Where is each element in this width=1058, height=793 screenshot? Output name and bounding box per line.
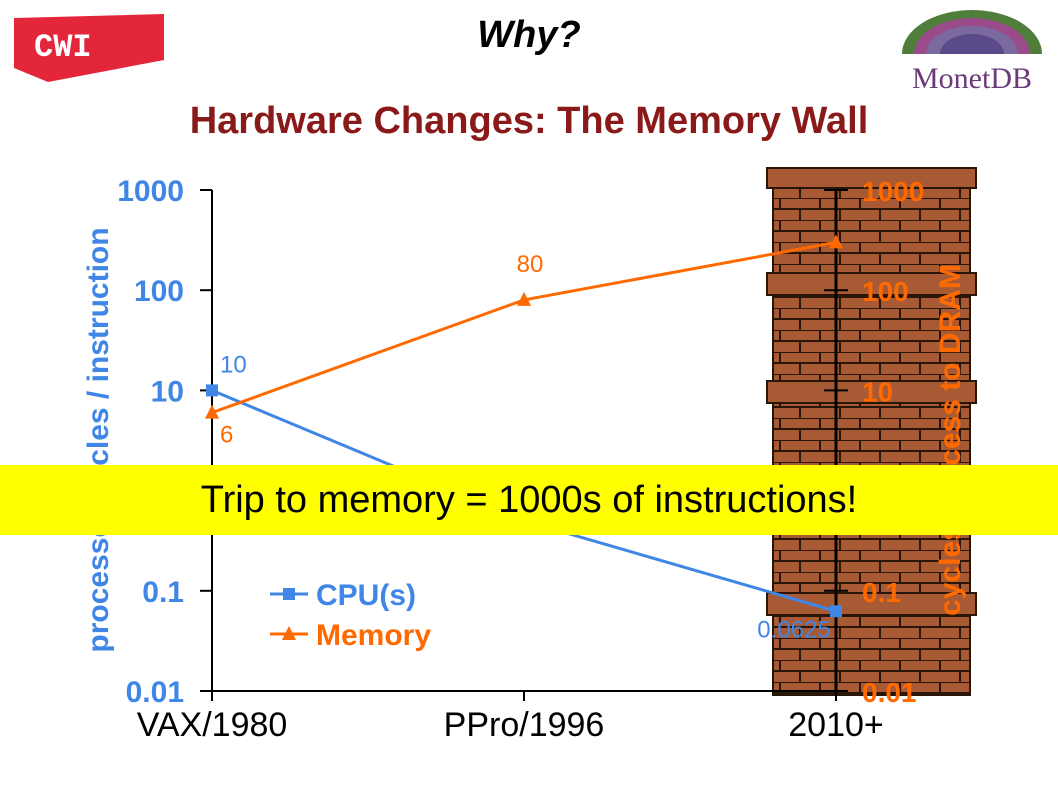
chart-legend: CPU(s) Memory (270, 579, 431, 652)
svg-text:MonetDB: MonetDB (912, 62, 1032, 95)
y-axis-title: processor cycles / instruction (82, 227, 115, 652)
legend-label: CPU(s) (316, 579, 416, 612)
y-tick-label-left: 1000 (117, 175, 184, 208)
y-tick-label-left: 10 (151, 375, 184, 408)
cpu-data-point (206, 384, 218, 397)
chart-series (205, 234, 843, 618)
slide-title: Why? (477, 14, 581, 56)
memory-data-point (205, 404, 219, 419)
y2-axis-title: cycles / access to DRAM (934, 264, 967, 616)
svg-text:CWI: CWI (34, 29, 92, 66)
x-tick-label: PPro/1996 (444, 706, 605, 744)
y-tick-label-left: 100 (134, 275, 184, 308)
y-tick-label-right: 0.1 (862, 577, 901, 608)
y-tick-label-left: 0.01 (126, 676, 184, 709)
x-tick-label: 2010+ (788, 706, 884, 744)
memory-data-point (829, 234, 843, 249)
slide-subtitle: Hardware Changes: The Memory Wall (189, 100, 869, 142)
y-tick-label-right: 10 (862, 376, 893, 407)
y-tick-label-right: 1000 (862, 176, 924, 207)
y-tick-label-right: 0.01 (862, 677, 917, 708)
chart-data-labels: 10 0.0625 6 80 (220, 251, 831, 643)
data-label: 80 (517, 251, 544, 278)
data-label: 0.0625 (757, 616, 830, 643)
brick-wall (766, 167, 977, 696)
cpu-data-point (830, 605, 842, 618)
monetdb-logo: MonetDB (902, 10, 1042, 95)
legend-label: Memory (316, 619, 431, 652)
data-label: 6 (220, 422, 233, 449)
memory-data-point (517, 291, 531, 306)
x-tick-label: VAX/1980 (137, 706, 288, 744)
data-label: 10 (220, 351, 247, 378)
legend-marker (283, 588, 295, 600)
memory-wall-chart: 100010001001001010110.10.10.010.01VAX/19… (82, 167, 977, 744)
y-tick-label-left: 0.1 (142, 576, 184, 609)
cwi-logo: CWI (14, 14, 164, 82)
y-tick-label-right: 100 (862, 276, 909, 307)
banner-callout: Trip to memory = 1000s of instructions! (0, 465, 1058, 535)
legend-marker (282, 626, 296, 640)
